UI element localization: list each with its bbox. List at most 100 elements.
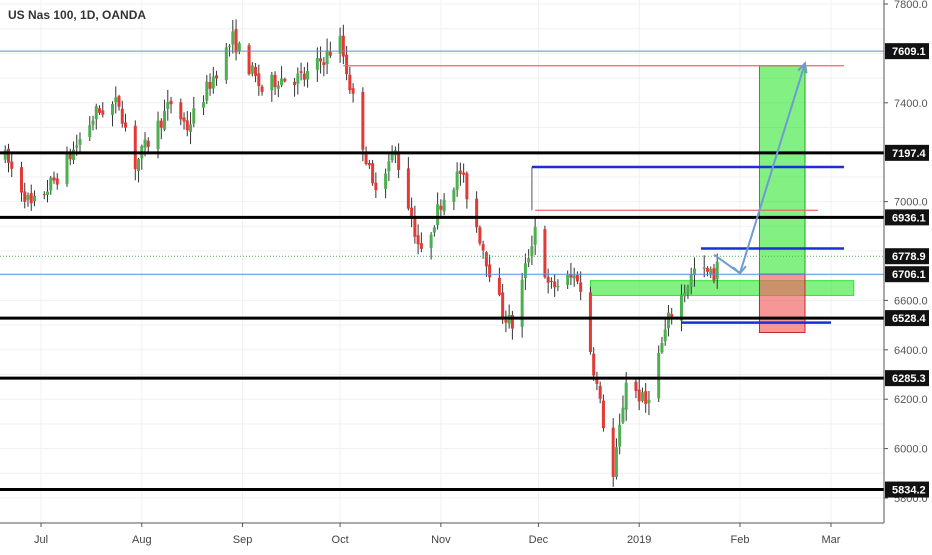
- candle-body: [348, 74, 352, 91]
- price-label-box: [885, 266, 929, 283]
- candle-body: [686, 286, 690, 294]
- candle-body: [361, 91, 365, 150]
- price-label: 6285.3: [892, 373, 926, 385]
- candle-body: [101, 110, 105, 115]
- candle-body: [306, 70, 310, 80]
- candle-body: [26, 195, 30, 200]
- candle-body: [205, 81, 209, 101]
- x-tick-label: Oct: [332, 534, 349, 546]
- candle-body: [319, 58, 323, 62]
- candle-body: [588, 292, 592, 352]
- candle-body: [488, 264, 492, 278]
- y-tick-label: 6600.0: [894, 295, 928, 307]
- candle-body: [260, 86, 264, 92]
- candle-body: [283, 78, 287, 82]
- candle-body: [624, 382, 628, 410]
- demand-zone: [589, 280, 855, 296]
- candle-body: [666, 312, 670, 329]
- candle-body: [228, 46, 232, 48]
- candle-body: [413, 217, 417, 237]
- candle-body: [689, 274, 693, 288]
- candle-body: [436, 204, 440, 226]
- candle-body: [55, 178, 59, 185]
- candle-body: [364, 152, 368, 164]
- candle-body: [72, 149, 76, 161]
- candle-body: [302, 73, 306, 80]
- candle-body: [663, 329, 667, 342]
- price-label-box: [885, 144, 929, 161]
- price-label: 7197.4: [892, 148, 927, 160]
- candle-body: [679, 294, 683, 321]
- candle-body: [374, 182, 378, 191]
- candle-body: [29, 192, 33, 204]
- candle-body: [3, 149, 7, 160]
- candle-body: [579, 282, 583, 292]
- candle-body: [179, 102, 183, 120]
- candle-body: [614, 447, 618, 477]
- candle-body: [657, 353, 661, 399]
- candle-body: [523, 263, 527, 279]
- candle-body: [19, 167, 23, 193]
- candle-body: [120, 108, 124, 124]
- candle-body: [270, 74, 274, 91]
- candle-body: [189, 124, 193, 132]
- candle-body: [6, 148, 10, 163]
- x-tick-label: Sep: [233, 534, 253, 546]
- projection-arrowhead: [797, 61, 808, 74]
- candle-body: [455, 171, 459, 190]
- price-label-box: [885, 481, 929, 498]
- candle-body: [299, 71, 303, 73]
- candle-body: [705, 267, 709, 272]
- x-tick-label: Nov: [431, 534, 451, 546]
- candle-body: [419, 243, 423, 249]
- candle-body: [345, 54, 349, 75]
- candle-body: [273, 74, 277, 88]
- candle-body: [88, 125, 92, 137]
- candle-body: [670, 314, 674, 319]
- candle-body: [497, 277, 501, 295]
- candle-body: [159, 120, 163, 128]
- x-tick-label: Jul: [34, 534, 48, 546]
- candle-body: [546, 276, 550, 283]
- candle-body: [387, 161, 391, 172]
- x-tick-label: Aug: [132, 534, 152, 546]
- candle-body: [254, 66, 258, 76]
- projection-layer: [713, 61, 808, 275]
- candle-body: [598, 385, 602, 399]
- candle-body: [23, 191, 27, 202]
- candle-body: [257, 73, 261, 87]
- candle-body: [458, 170, 462, 174]
- candle-body: [293, 81, 297, 86]
- candle-body: [549, 280, 553, 282]
- candle-body: [111, 104, 115, 115]
- candle-body: [543, 229, 547, 278]
- y-tick-label: 6000.0: [894, 444, 928, 456]
- candle-body: [384, 173, 388, 189]
- candle-body: [78, 139, 82, 145]
- candle-body: [611, 427, 615, 477]
- candle-body: [442, 199, 446, 212]
- candle-body: [530, 246, 534, 257]
- candle-body: [397, 151, 401, 170]
- y-tick-label: 6200.0: [894, 394, 928, 406]
- candle-body: [475, 198, 479, 228]
- candle-body: [296, 73, 300, 84]
- x-tick-label: Feb: [730, 534, 749, 546]
- price-label: 6528.4: [892, 313, 927, 325]
- candle-body: [208, 81, 212, 89]
- candle-body: [429, 234, 433, 248]
- candle-body: [553, 281, 557, 288]
- candle-body: [52, 177, 56, 181]
- candle-body: [683, 292, 687, 297]
- candle-body: [533, 226, 537, 245]
- y-tick-label: 6400.0: [894, 345, 928, 357]
- candle-body: [124, 122, 128, 128]
- candle-body: [338, 35, 342, 54]
- y-tick-label: 7000.0: [894, 197, 928, 209]
- candle-body: [247, 45, 251, 75]
- candle-body: [276, 85, 280, 89]
- candle-body: [416, 235, 420, 245]
- candle-body: [465, 173, 469, 200]
